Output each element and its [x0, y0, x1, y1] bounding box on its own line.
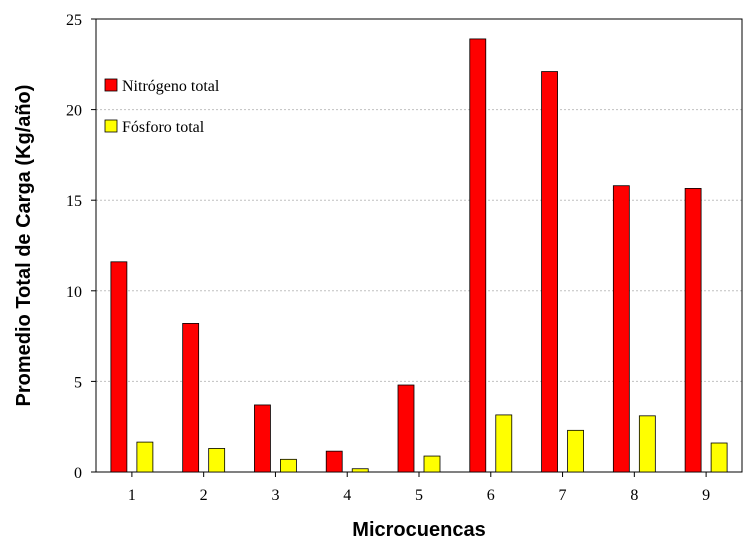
y-tick-label: 15: [66, 193, 82, 210]
y-axis-title: Promedio Total de Carga (Kg/año): [13, 85, 35, 407]
bar-nitrogeno-9: [684, 188, 702, 473]
bar-nitrogeno-6: [469, 38, 487, 473]
bar-fosforo-9: [710, 442, 728, 473]
x-tick-label: 8: [630, 487, 638, 504]
x-tick-label: 9: [702, 487, 710, 504]
y-axis-ticks: 0 5 10 15 20 25: [66, 12, 96, 482]
bar-fosforo-2: [208, 448, 226, 473]
bar-fosforo-4: [351, 468, 369, 473]
y-tick-label: 10: [66, 284, 82, 301]
x-tick-label: 5: [415, 487, 423, 504]
y-tick-label: 0: [74, 465, 82, 482]
x-tick-label: 2: [200, 487, 208, 504]
legend-swatch: [104, 119, 118, 133]
bar-nitrogeno-2: [182, 323, 200, 473]
y-tick-label: 5: [74, 374, 82, 391]
legend: Nitrógeno total Fósforo total: [104, 78, 220, 136]
bar-nitrogeno-8: [612, 185, 630, 473]
bar-fosforo-3: [280, 458, 297, 473]
x-tick-label: 3: [271, 487, 279, 504]
x-tick-label: 1: [128, 487, 136, 504]
bars: [110, 38, 728, 473]
bar-fosforo-7: [567, 429, 584, 473]
bar-fosforo-1: [136, 441, 154, 473]
bar-nitrogeno-3: [254, 404, 271, 473]
y-tick-label: 20: [66, 103, 82, 120]
x-axis-title: Microcuencas: [352, 519, 485, 541]
bar-fosforo-6: [495, 414, 513, 473]
legend-swatch: [104, 78, 118, 92]
x-axis-ticks: 1 2 3 4 5 6 7 8 9: [128, 472, 710, 504]
bar-nitrogeno-1: [110, 261, 128, 473]
legend-label: Nitrógeno total: [122, 78, 220, 95]
legend-label: Fósforo total: [122, 119, 205, 136]
bar-fosforo-8: [638, 415, 656, 473]
x-tick-label: 7: [559, 487, 567, 504]
y-tick-label: 25: [66, 12, 82, 29]
bar-nitrogeno-4: [325, 450, 343, 473]
bar-fosforo-5: [423, 455, 441, 473]
x-tick-label: 4: [343, 487, 351, 504]
bar-nitrogeno-7: [541, 71, 558, 473]
bar-nitrogeno-5: [397, 384, 415, 473]
x-tick-label: 6: [487, 487, 495, 504]
